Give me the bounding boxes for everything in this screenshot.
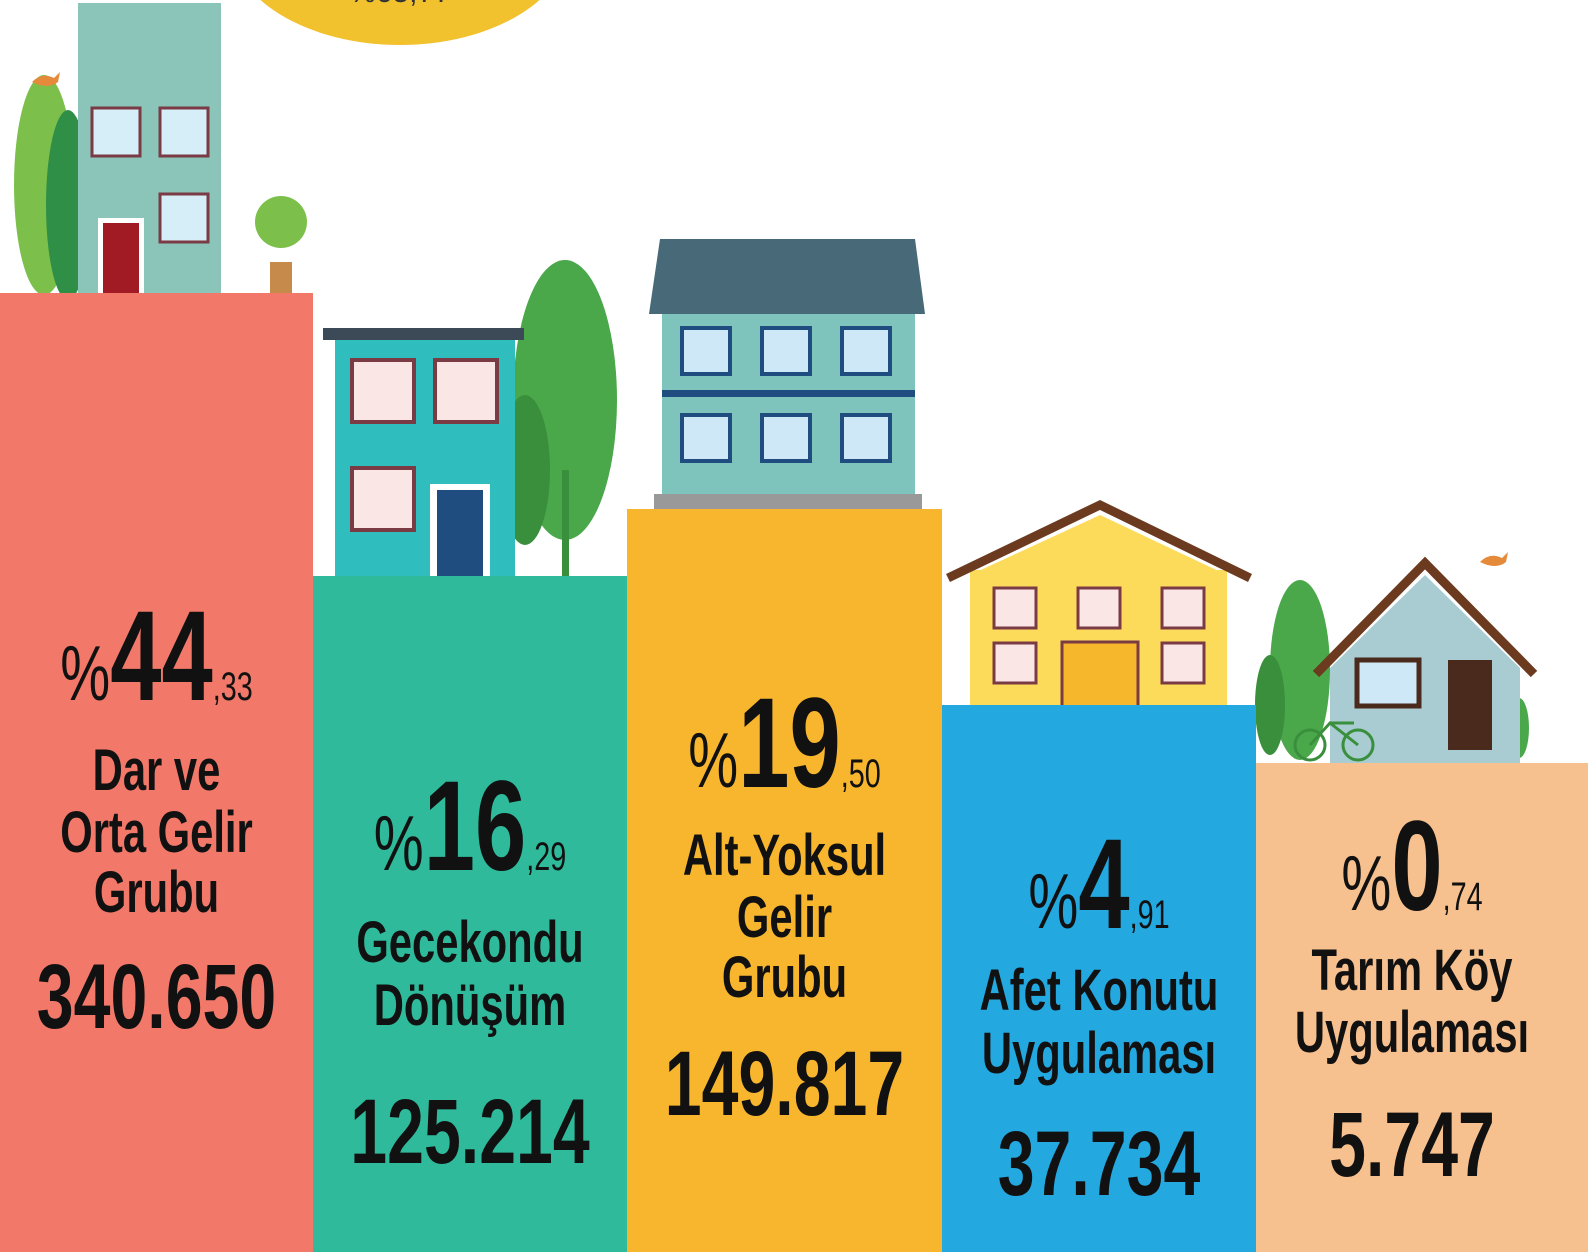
percent-dec: ,50 bbox=[841, 751, 881, 796]
percent-int: 19 bbox=[738, 671, 841, 814]
scenery-1 bbox=[14, 3, 307, 300]
count: 37.734 bbox=[998, 1111, 1201, 1214]
percent-sign: % bbox=[374, 800, 424, 887]
percent-sign: % bbox=[1341, 840, 1391, 927]
label-line: Tarım Köy bbox=[1311, 937, 1512, 1002]
label-line: Alt-Yoksul bbox=[683, 822, 886, 887]
percent-dec: ,74 bbox=[1443, 874, 1483, 919]
percent: %44,33 bbox=[60, 584, 252, 727]
column bbox=[1256, 763, 1588, 1252]
label-line: Gelir bbox=[737, 884, 832, 949]
column bbox=[313, 576, 627, 1252]
scenery-4 bbox=[946, 500, 1252, 710]
scenery-5 bbox=[1255, 552, 1538, 765]
label-line: Dönüşüm bbox=[374, 972, 566, 1037]
label-line: Uygulaması bbox=[982, 1020, 1216, 1085]
percent-sign: % bbox=[60, 630, 110, 717]
label-line: Orta Gelir bbox=[60, 799, 253, 864]
count: 125.214 bbox=[350, 1079, 590, 1182]
sun bbox=[260, 0, 540, 45]
percent-dec: ,29 bbox=[526, 834, 566, 879]
column bbox=[0, 293, 313, 1252]
scenery-2 bbox=[323, 260, 617, 580]
column bbox=[627, 509, 942, 1252]
percent: %19,50 bbox=[688, 671, 880, 814]
sun-label: %65,77 bbox=[349, 0, 451, 9]
count: 149.817 bbox=[665, 1031, 904, 1134]
percent-int: 16 bbox=[424, 754, 527, 897]
label-line: Uygulaması bbox=[1295, 999, 1529, 1064]
percent-sign: % bbox=[688, 717, 738, 804]
percent: %0,74 bbox=[1341, 794, 1482, 937]
label-line: Dar ve bbox=[93, 737, 221, 802]
percent-int: 4 bbox=[1078, 812, 1129, 955]
label-line: Gecekondu bbox=[356, 909, 583, 974]
percent-dec: ,33 bbox=[213, 664, 253, 709]
percent-dec: ,91 bbox=[1130, 892, 1170, 937]
percent: %16,29 bbox=[374, 754, 566, 897]
percent-int: 0 bbox=[1391, 794, 1442, 937]
percent-int: 44 bbox=[110, 584, 213, 727]
column bbox=[942, 705, 1256, 1252]
count: 5.747 bbox=[1329, 1092, 1495, 1195]
percent-sign: % bbox=[1028, 858, 1078, 945]
label-line: Grubu bbox=[94, 859, 219, 924]
percent: %4,91 bbox=[1028, 812, 1169, 955]
count: 340.650 bbox=[37, 944, 276, 1047]
label-line: Grubu bbox=[722, 944, 847, 1009]
label-line: Afet Konutu bbox=[980, 957, 1219, 1022]
scenery-3 bbox=[649, 239, 925, 512]
